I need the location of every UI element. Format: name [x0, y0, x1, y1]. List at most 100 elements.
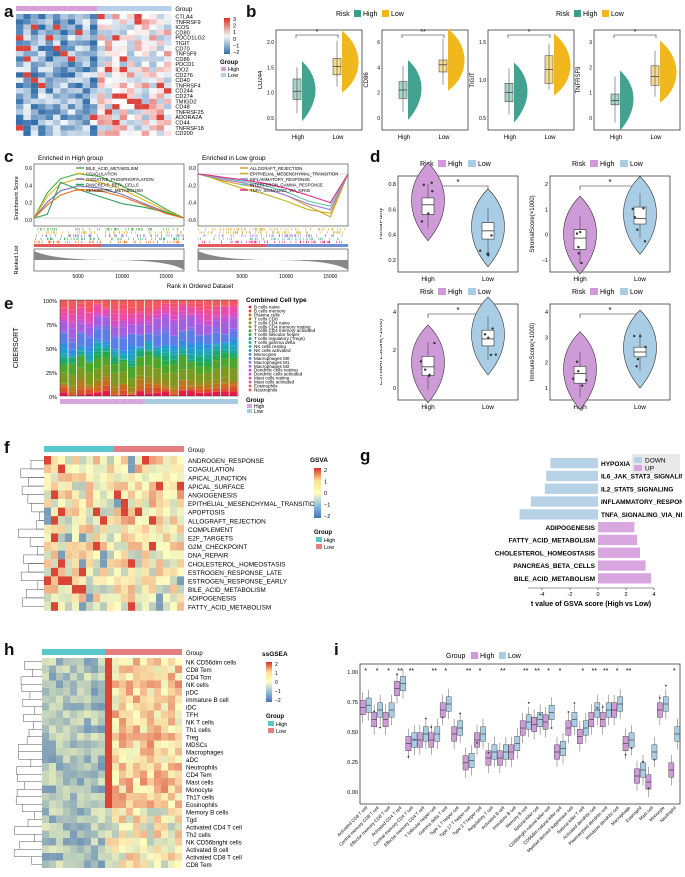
heat-cell [175, 793, 182, 801]
row-label: NK T cells [186, 719, 214, 726]
heat-cell [126, 830, 133, 838]
heat-cell [112, 853, 119, 861]
heat-cell [119, 725, 126, 733]
heat-cell [133, 770, 140, 778]
heat-cell [56, 710, 63, 718]
heat-cell [49, 793, 56, 801]
heat-cell [56, 748, 63, 756]
stacked-segment [110, 395, 119, 396]
stacked-segment [212, 317, 221, 321]
stacked-segment [119, 327, 128, 336]
heat-cell [38, 35, 46, 41]
heat-cell [133, 680, 140, 688]
heat-cell [133, 718, 140, 726]
heat-cell [170, 576, 177, 585]
heat-cell [70, 838, 77, 846]
heat-cell [42, 808, 49, 816]
group-cell [42, 649, 49, 655]
heat-cell [56, 718, 63, 726]
heat-cell [126, 695, 133, 703]
heat-cell [149, 464, 156, 474]
legend-high-swatch [221, 67, 226, 71]
stacked-segment [144, 383, 153, 388]
stacked-segment [102, 313, 111, 317]
stacked-segment [229, 342, 238, 346]
heat-cell [128, 567, 135, 577]
heat-cell [107, 542, 114, 551]
subplot-frame [593, 29, 681, 131]
heat-cell [53, 29, 61, 36]
heat-cell [86, 567, 93, 577]
stacked-segment [187, 385, 195, 387]
ytick: 0.8 [388, 182, 396, 188]
stacked-segment [76, 323, 85, 332]
heat-cell [90, 19, 98, 25]
heat-cell [127, 56, 135, 62]
heat-cell [135, 524, 142, 534]
stacked-segment [136, 391, 144, 396]
heat-cell [147, 800, 154, 808]
panel-f-gsva-heatmap: GroupANDROGEN_RESPONSECOAGULATIONAPICAL_… [18, 446, 335, 611]
sig-mark: ** [523, 668, 529, 675]
heat-cell [105, 830, 112, 838]
ytick: 0.4 [25, 183, 32, 189]
xlabel-high: High [421, 276, 435, 283]
group-label: Group [188, 448, 205, 454]
stacked-segment [68, 385, 77, 389]
stacked-segment [119, 354, 128, 359]
stacked-segment [212, 315, 221, 318]
heat-cell [58, 524, 65, 534]
heat-cell [119, 688, 126, 696]
group-cell-high [53, 6, 61, 11]
heat-cell [45, 77, 53, 83]
stacked-segment [144, 321, 153, 325]
heat-cell [70, 665, 77, 673]
heat-cell [147, 688, 154, 696]
heat-cell [164, 14, 172, 20]
heat-cell [127, 120, 135, 126]
heat-cell [45, 98, 53, 105]
stacked-segment [229, 350, 238, 354]
heat-cell [163, 567, 170, 577]
row-label: TNFRSF25 [175, 110, 203, 116]
heat-cell [161, 793, 168, 801]
xtick: 15000 [323, 274, 337, 280]
heat-cell [140, 853, 147, 861]
stacked-segment [68, 314, 77, 322]
gsea-frame [197, 163, 349, 227]
heat-cell [60, 77, 68, 83]
heat-cell [164, 61, 172, 67]
heat-cell [82, 125, 90, 131]
heat-cell [100, 559, 107, 568]
heat-cell [107, 464, 114, 474]
heat-cell [149, 120, 157, 126]
heat-cell [141, 82, 150, 89]
heat-cell [147, 740, 154, 748]
heat-cell [156, 507, 163, 517]
heat-cell [49, 838, 56, 846]
heat-cell [119, 29, 127, 36]
heat-cell [104, 14, 113, 20]
dendrogram-branch [39, 511, 44, 521]
heat-cell [175, 808, 182, 816]
stacked-segment [85, 360, 94, 362]
heat-cell [133, 688, 140, 696]
heat-cell [51, 559, 58, 568]
heat-cell [119, 770, 126, 778]
heat-cell [134, 109, 142, 115]
stacked-segment [178, 389, 187, 391]
heat-cell [75, 114, 83, 120]
scale-tick: 2 [324, 468, 327, 474]
stacked-segment [85, 307, 94, 313]
heat-cell [168, 778, 175, 786]
stacked-segment [178, 369, 187, 380]
heat-cell [156, 481, 163, 491]
heat-cell [91, 695, 98, 703]
stacked-segment [76, 394, 85, 396]
dendrogram-branch [31, 503, 44, 513]
heat-cell [98, 658, 105, 666]
heat-cell [86, 559, 93, 568]
heat-cell [65, 490, 72, 499]
heat-cell [23, 104, 31, 110]
